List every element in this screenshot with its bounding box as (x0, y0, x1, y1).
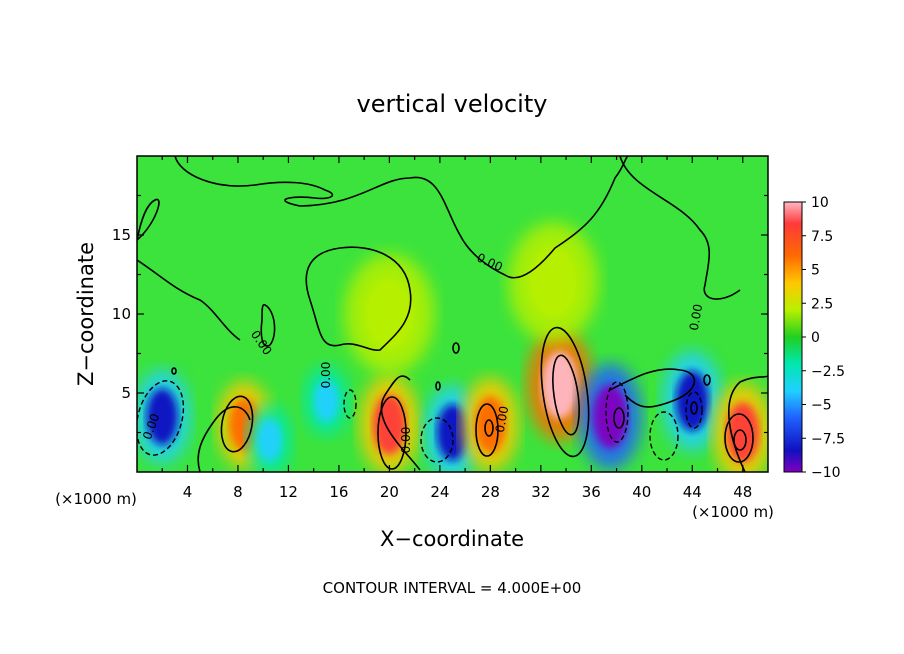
x-tick-label: 12 (279, 483, 298, 501)
velocity-cell (675, 370, 709, 431)
velocity-cell (313, 379, 339, 422)
contour-lines (137, 156, 768, 472)
contour-interval-footer: CONTOUR INTERVAL = 4.000E+00 (323, 579, 582, 597)
x-axis-ticks: 4 8 12 16 20 24 28 32 36 40 44 48 (161, 156, 752, 501)
velocity-cell (146, 388, 178, 445)
x-tick-label: 36 (582, 483, 601, 501)
x-tick-label: 48 (733, 483, 752, 501)
small-contour (171, 367, 177, 375)
positive-contour (733, 429, 747, 451)
positive-contour (475, 403, 499, 457)
positive-contour (724, 413, 754, 463)
colorbar-tick-label: 5 (811, 263, 820, 279)
positive-contour (552, 354, 580, 436)
zero-contour (137, 198, 160, 241)
colorbar-tick-label: −5 (811, 398, 832, 414)
contour-label: 0.00 (493, 405, 511, 434)
negative-contour (137, 380, 185, 456)
x-tick-label: 4 (183, 483, 193, 501)
negative-contour (343, 389, 357, 419)
zero-contour (609, 368, 696, 408)
x-tick-label: 40 (632, 483, 651, 501)
x-tick-label: 24 (430, 483, 449, 501)
zero-contour (197, 406, 251, 472)
y-axis-label: Z−coordinate (74, 242, 98, 386)
y-tick-label: 5 (121, 384, 131, 402)
y-tick-label: 15 (112, 226, 131, 244)
colorbar-ticks: 10 7.5 5 2.5 0 −2.5 −5 −7.5 −10 (802, 195, 845, 481)
colorbar-tick-label: −7.5 (811, 431, 845, 447)
x-tick-label: 28 (481, 483, 500, 501)
positive-contour (220, 395, 254, 453)
negative-contour-lines (137, 380, 703, 463)
y-axis-ticks: 5 10 15 (112, 194, 768, 434)
negative-contour (649, 411, 679, 461)
x-tick-label: 16 (329, 483, 348, 501)
negative-contour (420, 417, 454, 463)
x-unit-left: (×1000 m) (55, 490, 137, 508)
positive-contour (540, 326, 590, 458)
colorbar-tick-label: −10 (811, 465, 841, 481)
small-contour (452, 342, 460, 354)
zero-contour (305, 246, 412, 351)
zero-contour (619, 156, 741, 300)
colorbar-gradient (783, 201, 803, 473)
x-tick-label: 8 (233, 483, 243, 501)
colorbar-tick-label: 10 (811, 195, 829, 211)
negative-contour (685, 391, 703, 429)
contour-label: 0.00 (319, 362, 333, 389)
chart-title: vertical velocity (357, 90, 548, 118)
x-unit-right: (×1000 m) (692, 503, 774, 521)
x-axis-label: X−coordinate (380, 527, 524, 551)
colorbar-tick-label: −2.5 (811, 364, 845, 380)
positive-contour (484, 419, 494, 437)
velocity-cell (528, 246, 579, 319)
positive-contour (613, 407, 625, 429)
zero-contour (174, 156, 629, 279)
positive-contour (377, 396, 407, 470)
velocity-cell (257, 419, 282, 462)
zero-contour (380, 375, 421, 471)
negative-contour (605, 381, 629, 443)
velocity-cells (137, 222, 768, 472)
contour-label: 0.00 (687, 303, 705, 332)
positive-contour (690, 401, 698, 415)
velocity-cell (541, 351, 578, 419)
velocity-cell (436, 404, 469, 461)
x-tick-label: 44 (683, 483, 702, 501)
x-tick-label: 32 (531, 483, 550, 501)
y-tick-label: 10 (112, 305, 131, 323)
contour-label: 0.00 (399, 427, 413, 454)
small-contour (703, 374, 711, 386)
colorbar: 10 7.5 5 2.5 0 −2.5 −5 −7.5 −10 (783, 195, 845, 481)
zero-contour (260, 303, 276, 347)
velocity-cell (364, 278, 415, 350)
colorbar-tick-label: 0 (811, 330, 820, 346)
colorbar-tick-label: 7.5 (811, 229, 833, 245)
small-contour (435, 381, 441, 391)
velocity-cell (592, 384, 628, 449)
velocity-field: 0.00 0.00 0.00 0.00 0.00 0.00 0.00 (137, 156, 768, 472)
colorbar-tick-label: 2.5 (811, 296, 833, 312)
x-tick-label: 20 (380, 483, 399, 501)
zero-contour (137, 259, 241, 341)
